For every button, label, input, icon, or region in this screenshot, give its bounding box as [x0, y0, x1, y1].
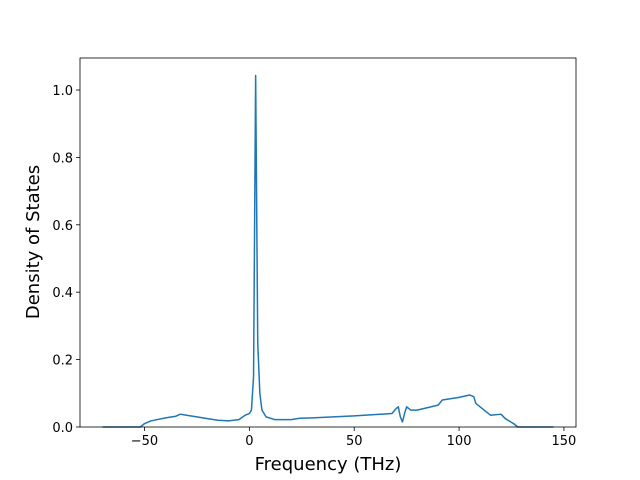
- y-tick-label: 0.6: [52, 219, 73, 234]
- y-tick-label: 0.0: [52, 421, 73, 436]
- x-tick-label: 0: [245, 434, 253, 449]
- line: [102, 74, 554, 428]
- y-axis-label: Density of States: [23, 165, 44, 319]
- x-tick-label: −50: [131, 434, 158, 449]
- y-tick-label: 0.2: [52, 354, 73, 369]
- x-axis-label: Frequency (THz): [255, 454, 402, 475]
- x-tick-label: 100: [447, 434, 472, 449]
- y-tick-label: 0.4: [52, 286, 73, 301]
- y-tick-label: 0.8: [52, 151, 73, 166]
- axes-frame: [79, 57, 577, 428]
- x-tick-label: 150: [552, 434, 577, 449]
- x-tick-label: 50: [346, 434, 363, 449]
- y-tick-label: 1.0: [52, 84, 73, 99]
